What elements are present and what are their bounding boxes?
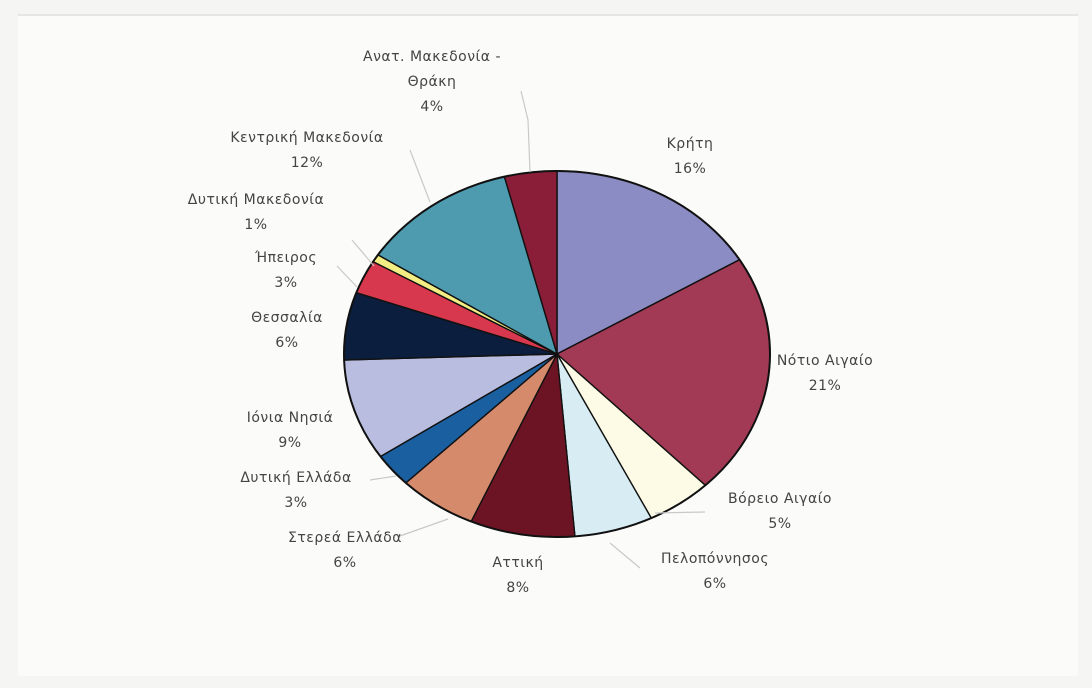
slice-percent-label: 9% xyxy=(278,435,301,451)
slice-percent-label: 6% xyxy=(703,576,726,592)
slice-name-label: Ανατ. Μακεδονία - xyxy=(363,49,501,65)
slice-percent-label: 21% xyxy=(809,378,842,394)
slice-name-label: Κεντρική Μακεδονία xyxy=(230,130,383,146)
pie-outline xyxy=(343,170,771,538)
slice-name-label: Θράκη xyxy=(408,74,457,90)
slice-name-label: Αττική xyxy=(492,555,543,571)
slice-name-label: Ιόνια Νησιά xyxy=(247,410,334,426)
leader-line xyxy=(654,511,706,514)
slice-name-label: Δυτική Μακεδονία xyxy=(188,192,324,208)
leader-line xyxy=(351,239,375,267)
slice-name-label: Στερεά Ελλάδα xyxy=(288,530,402,546)
leader-line xyxy=(399,518,449,537)
slice-name-label: Ήπειρος xyxy=(254,250,317,266)
leader-line xyxy=(520,90,531,173)
leader-line xyxy=(336,265,358,288)
leader-line xyxy=(609,542,641,569)
pie-slices xyxy=(343,170,771,538)
slice-percent-label: 3% xyxy=(274,275,297,291)
slice-percent-label: 12% xyxy=(291,155,324,171)
leader-line xyxy=(409,149,431,203)
slice-labels: Κρήτη 16% Νότιο Αιγαίο 21% Βόρειο Αιγαίο 5% Πε… xyxy=(188,49,873,596)
slice-percent-label: 6% xyxy=(333,555,356,571)
slice-percent-label: 6% xyxy=(275,335,298,351)
slice-percent-label: 8% xyxy=(506,580,529,596)
slice-percent-label: 5% xyxy=(768,516,791,532)
slice-name-label: Κρήτη xyxy=(667,136,714,152)
slice-percent-label: 4% xyxy=(420,99,443,115)
leader-line xyxy=(369,475,397,481)
slice-percent-label: 3% xyxy=(284,495,307,511)
slice-name-label: Πελοπόννησος xyxy=(661,551,769,567)
slice-name-label: Βόρειο Αιγαίο xyxy=(728,491,832,507)
slice-name-label: Νότιο Αιγαίο xyxy=(777,353,873,369)
leader-lines xyxy=(336,90,706,569)
slice-name-label: Θεσσαλία xyxy=(251,310,323,326)
slice-name-label: Δυτική Ελλάδα xyxy=(240,470,351,486)
slice-percent-label: 1% xyxy=(244,217,267,233)
slice-percent-label: 16% xyxy=(674,161,707,177)
